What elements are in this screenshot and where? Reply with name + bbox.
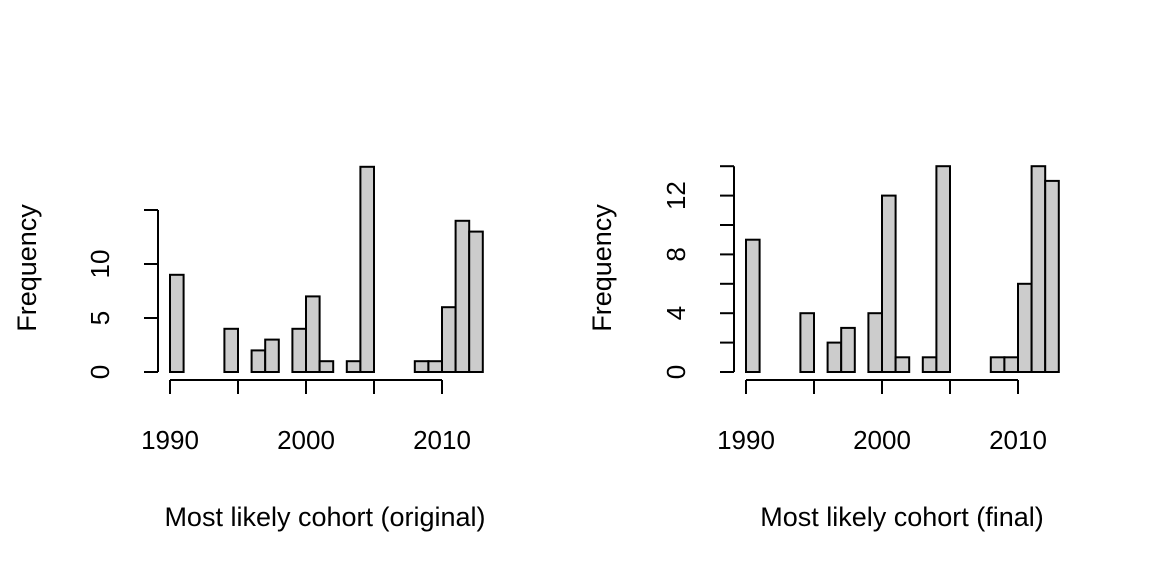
bar-2009	[1003, 356, 1020, 373]
bar-2012	[1044, 179, 1060, 373]
bar-2001	[318, 360, 335, 374]
bar-2008	[413, 360, 430, 374]
y-tick-label-0: 0	[85, 365, 115, 379]
bar-2011	[1030, 165, 1047, 373]
bar-1994	[223, 327, 239, 373]
bar-1990	[169, 273, 185, 373]
bar-1990	[745, 238, 761, 373]
bar-1997	[264, 338, 280, 374]
bar-2003	[345, 360, 362, 374]
x-tick-label-2000: 2000	[853, 425, 911, 455]
bar-2003	[921, 356, 938, 373]
bar-1996	[250, 349, 267, 373]
x-tick-label-1990: 1990	[717, 425, 775, 455]
y-axis-title: Frequency	[12, 204, 42, 332]
bar-1997	[840, 326, 856, 373]
bar-2008	[989, 356, 1006, 373]
bar-2000	[305, 295, 321, 373]
bar-1994	[799, 312, 816, 374]
bar-1996	[826, 341, 843, 374]
bar-2010	[441, 306, 457, 374]
x-tick-label-2010: 2010	[413, 425, 471, 455]
bar-2012	[468, 230, 484, 373]
x-axis-title: Most likely cohort (original)	[164, 502, 485, 532]
x-tick-label-2000: 2000	[277, 425, 335, 455]
y-tick-label-4: 4	[661, 306, 691, 320]
bar-2010	[1017, 282, 1033, 373]
y-tick-label-12: 12	[661, 181, 691, 210]
bar-2000	[881, 194, 897, 373]
bar-2004	[935, 165, 952, 373]
bar-2011	[454, 219, 471, 373]
y-tick-label-5: 5	[85, 311, 115, 325]
bar-2001	[894, 356, 911, 373]
x-tick-label-2010: 2010	[989, 425, 1047, 455]
bar-1999	[291, 327, 307, 373]
bar-2004	[359, 165, 375, 373]
bar-2009	[427, 360, 443, 374]
y-tick-label-8: 8	[661, 247, 691, 261]
y-tick-label-0: 0	[661, 365, 691, 379]
y-tick-label-10: 10	[85, 250, 115, 279]
y-axis-title: Frequency	[587, 204, 617, 332]
histogram-original: Most likely cohort (original) Frequency …	[12, 165, 486, 532]
histogram-final: Most likely cohort (final) Frequency 199…	[587, 165, 1060, 532]
bar-1999	[867, 312, 884, 374]
x-tick-label-1990: 1990	[141, 425, 199, 455]
x-axis-title: Most likely cohort (final)	[760, 502, 1044, 532]
